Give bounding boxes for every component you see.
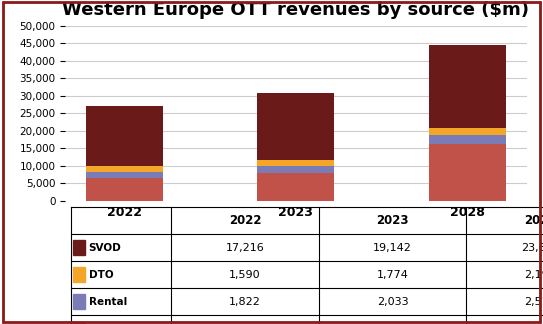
Bar <box>428 128 506 135</box>
Bar <box>86 166 163 172</box>
Text: 1,590: 1,590 <box>229 270 261 280</box>
Text: 19,142: 19,142 <box>373 243 412 253</box>
Text: 1,774: 1,774 <box>377 270 408 280</box>
Bar <box>428 135 506 144</box>
Text: 2028: 2028 <box>524 214 543 227</box>
Bar <box>73 267 85 282</box>
Text: 2,033: 2,033 <box>377 297 408 307</box>
Text: SVOD: SVOD <box>89 243 121 253</box>
Bar <box>428 144 506 201</box>
Text: 23,608: 23,608 <box>521 243 543 253</box>
Text: Rental: Rental <box>89 297 127 307</box>
Bar <box>73 295 85 309</box>
Bar <box>86 106 163 166</box>
Text: DTO: DTO <box>89 270 113 280</box>
Text: 2,510: 2,510 <box>525 297 543 307</box>
Bar <box>257 173 334 201</box>
Text: 2022: 2022 <box>229 214 261 227</box>
Text: 17,216: 17,216 <box>225 243 264 253</box>
Bar <box>257 166 334 173</box>
Title: Western Europe OTT revenues by source ($m): Western Europe OTT revenues by source ($… <box>62 1 529 19</box>
Bar <box>73 240 85 255</box>
Bar <box>257 160 334 166</box>
Text: 1,822: 1,822 <box>229 297 261 307</box>
Bar <box>86 172 163 178</box>
Bar <box>428 45 506 128</box>
Bar <box>257 93 334 160</box>
Bar <box>73 321 85 324</box>
Bar <box>86 178 163 201</box>
Text: 2,192: 2,192 <box>525 270 543 280</box>
Text: 2023: 2023 <box>376 214 409 227</box>
